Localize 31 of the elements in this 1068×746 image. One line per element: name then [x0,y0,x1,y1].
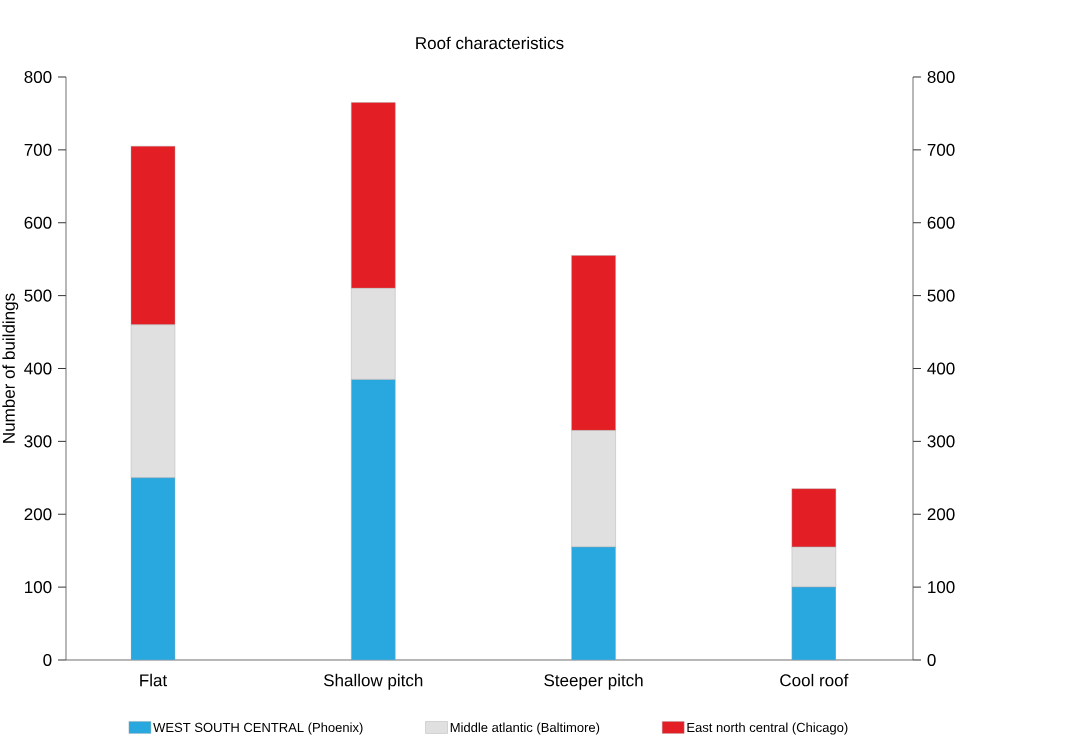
y2-tick-label: 100 [928,581,955,594]
bar [571,546,616,660]
y-axis-title: Number of buildings [2,293,19,443]
y-tick-label: 200 [24,508,52,521]
y2-tick-label: 600 [927,216,955,229]
y-tick-label: 100 [25,581,52,594]
legend-label: WEST SOUTH CENTRAL (Phoenix) [153,722,363,735]
x-tick-label: Steeper pitch [544,673,643,690]
y-tick-label: 400 [24,362,52,375]
y-tick-label: 700 [24,143,52,156]
bar [791,586,837,660]
y-tick-label: 300 [24,435,52,448]
y2-tick-label: 400 [927,362,955,375]
x-tick-label: Shallow pitch [323,673,423,690]
y2-tick-label: 500 [927,289,955,302]
y-tick-label: 800 [24,70,52,84]
y2-tick-label: 700 [927,143,955,156]
x-tick-label: Flat [140,673,168,687]
y2-tick-label: 300 [927,435,955,448]
y-tick-label: 600 [24,216,52,229]
bar [130,477,176,660]
bar [351,379,396,660]
legend-label: East north central (Chicago) [687,722,848,735]
x-tick-label: Cool roof [780,673,849,687]
y2-tick-label: 0 [927,653,936,667]
y-tick-label: 500 [24,289,52,302]
y-tick-label: 0 [43,653,52,667]
legend-label: Middle atlantic (Baltimore) [450,722,600,735]
y2-tick-label: 200 [927,508,955,521]
y2-tick-label: 800 [927,70,955,84]
chart-title: Roof characteristics [416,36,564,50]
